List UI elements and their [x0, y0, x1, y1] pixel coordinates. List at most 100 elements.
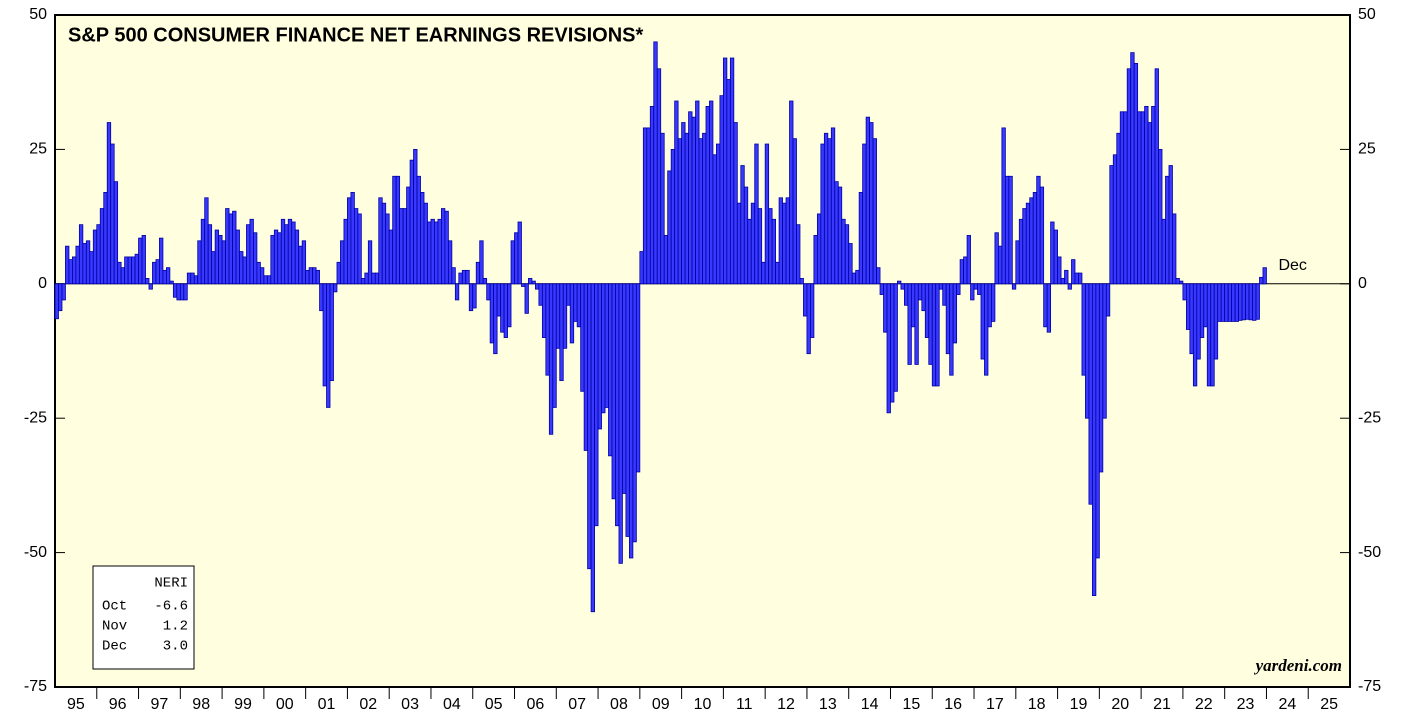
bar [1144, 105, 1149, 285]
bar [232, 210, 237, 285]
bar [548, 283, 554, 435]
bar [820, 143, 825, 285]
bar [68, 259, 73, 285]
bar [1217, 283, 1222, 322]
bar [552, 283, 557, 408]
bar [312, 267, 317, 285]
y-tick-label: 25 [29, 141, 47, 158]
bar [622, 283, 627, 494]
bar [844, 224, 850, 285]
bar [545, 283, 550, 376]
bar [858, 192, 864, 285]
bar [1116, 132, 1121, 285]
bar [103, 192, 108, 285]
bar [1046, 283, 1052, 333]
bar [367, 240, 373, 285]
bar [1231, 283, 1236, 322]
bar [165, 267, 171, 285]
bar [96, 224, 101, 285]
bar [381, 202, 387, 285]
bar [89, 251, 94, 285]
bar [54, 283, 59, 320]
bar [298, 245, 303, 285]
x-tick-label: 96 [109, 696, 127, 713]
bar [183, 283, 188, 301]
bar [113, 181, 119, 285]
bar [357, 213, 362, 285]
bar [451, 267, 456, 285]
bar [963, 256, 968, 285]
bar [489, 283, 495, 344]
bar [942, 283, 947, 306]
bar [681, 122, 686, 285]
bar [1234, 283, 1240, 322]
bar [1259, 276, 1264, 285]
bar [994, 232, 999, 285]
bar [611, 283, 616, 500]
legend-month: Dec [102, 639, 127, 655]
bar [740, 165, 745, 285]
x-tick-label: 13 [819, 696, 837, 713]
bar [127, 256, 132, 285]
bar [388, 229, 394, 285]
x-tick-label: 08 [610, 696, 628, 713]
bar [214, 229, 220, 285]
bar [1071, 259, 1076, 285]
y2-tick-label: 0 [1358, 275, 1367, 292]
x-tick-label: 20 [1111, 696, 1129, 713]
bar [1029, 197, 1034, 285]
bar [538, 283, 543, 306]
bar [851, 272, 857, 285]
bar [253, 232, 258, 285]
bar [904, 283, 909, 306]
bar [991, 283, 996, 322]
legend-title: NERI [154, 576, 188, 592]
bar [58, 283, 63, 312]
bar [618, 283, 623, 564]
bar [1206, 283, 1212, 387]
x-tick-label: 97 [151, 696, 169, 713]
bar [1011, 283, 1017, 290]
bar [420, 192, 425, 285]
bar [789, 100, 794, 285]
bar [834, 181, 839, 285]
bar [1140, 111, 1146, 285]
x-tick-label: 14 [861, 696, 879, 713]
y-tick-label: -50 [24, 544, 47, 561]
bar [928, 283, 933, 365]
bar [931, 283, 937, 387]
bar [872, 138, 877, 285]
x-tick-label: 16 [944, 696, 962, 713]
bar [642, 127, 648, 285]
bar [914, 283, 919, 365]
bar [326, 283, 331, 408]
bar [305, 269, 310, 285]
y-tick-label: 0 [38, 275, 47, 292]
x-tick-label: 03 [401, 696, 419, 713]
bar [886, 283, 891, 414]
x-tick-label: 05 [485, 696, 503, 713]
bar [726, 79, 731, 285]
bar [531, 280, 536, 285]
y2-tick-label: 50 [1358, 6, 1376, 23]
bar [284, 224, 289, 285]
x-tick-label: 98 [192, 696, 210, 713]
x-tick-label: 11 [736, 696, 753, 713]
bar [778, 197, 783, 285]
bar [434, 221, 439, 285]
bar [138, 237, 143, 285]
bar [1179, 280, 1184, 285]
bar [169, 280, 174, 285]
bar [343, 218, 348, 285]
bar [280, 218, 286, 285]
x-tick-label: 23 [1237, 696, 1255, 713]
bar [959, 259, 964, 285]
bar [722, 57, 728, 285]
bar [1210, 283, 1215, 387]
bar [1078, 272, 1083, 285]
bar [729, 57, 735, 285]
y2-tick-label: 25 [1358, 141, 1376, 158]
legend-month: Oct [102, 599, 127, 615]
bar [587, 283, 592, 570]
bar [159, 237, 164, 285]
